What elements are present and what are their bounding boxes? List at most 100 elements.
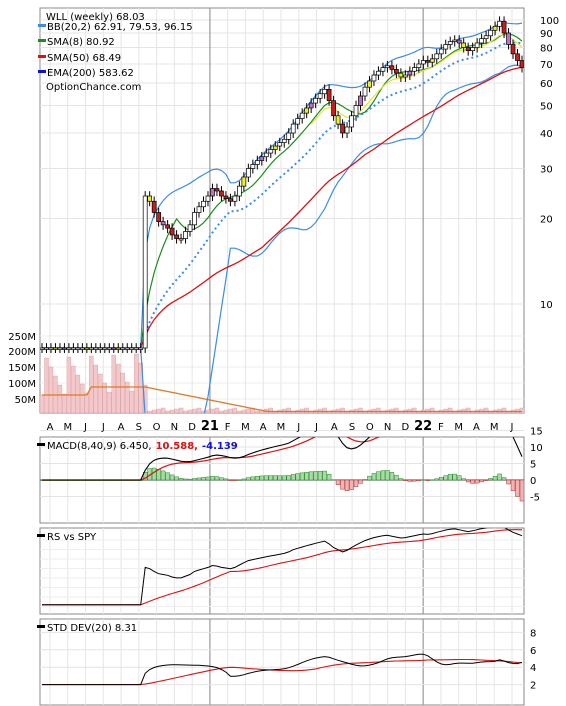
volume-bar [358, 407, 363, 414]
candle-body [228, 198, 233, 202]
candle-body [461, 42, 467, 48]
price-tick-label: 70 [540, 60, 553, 71]
candle-body [349, 115, 354, 128]
macd-histogram-bar [416, 479, 422, 481]
macd-histogram-bar [488, 478, 493, 481]
candle-body [488, 29, 493, 37]
candle-body [425, 60, 431, 63]
macd-histogram-bar [214, 476, 220, 481]
volume-bar [286, 407, 291, 414]
candle-body [71, 347, 76, 350]
macd-histogram-bar [407, 479, 413, 482]
macd-histogram-bar [151, 467, 157, 481]
macd-tick-label: 0 [530, 476, 536, 487]
stddev-legend: STD DEV(20) 8.31 [37, 623, 137, 634]
volume-bar [116, 363, 121, 414]
macd-histogram-bar [380, 470, 386, 481]
legend-swatch-sma50 [38, 55, 46, 58]
candle-body [272, 145, 278, 150]
volume-bar [246, 408, 251, 414]
macd-histogram-bar [250, 476, 256, 481]
volume-bar [223, 409, 229, 414]
rs-label: RS vs SPY [47, 532, 97, 543]
candle-body [313, 97, 318, 104]
candle-body [286, 132, 292, 140]
macd-histogram-bar [299, 472, 305, 481]
volume-bar [201, 410, 206, 414]
candle-body [142, 195, 148, 349]
macd-tick-label: 10 [530, 443, 543, 454]
candle-body [295, 118, 301, 125]
candle-body [147, 195, 153, 202]
macd-histogram-bar [205, 476, 211, 481]
candle-body [340, 123, 345, 134]
candle-body [394, 69, 399, 74]
legend-site: OptionChance.com [46, 82, 141, 93]
candle-body [151, 200, 157, 213]
x-tick-label: M [454, 422, 463, 433]
candle-body [232, 195, 238, 202]
macd-histogram-bar [178, 478, 184, 481]
volume-bar [483, 407, 489, 414]
macd-histogram-bar [210, 476, 215, 481]
macd-histogram-bar [344, 479, 350, 491]
macd-histogram-bar [259, 475, 265, 481]
macd-histogram-bar [403, 479, 408, 481]
stddev-label: STD DEV(20) 8.31 [47, 623, 137, 634]
candle-body [259, 156, 265, 161]
volume-bar [120, 372, 125, 414]
candle-body [160, 221, 166, 226]
price-tick-label: 30 [540, 164, 553, 175]
x-tick-label: S [136, 422, 142, 433]
volume-bar [66, 356, 72, 414]
candle-body [219, 190, 224, 197]
candle-body [62, 347, 67, 350]
x-tick-label: D [402, 422, 410, 433]
volume-bar [169, 409, 175, 414]
x-tick-label: J [83, 422, 87, 433]
macd-histogram-bar [277, 475, 283, 481]
candle-body [331, 100, 336, 117]
candle-body [75, 347, 81, 350]
candle-body [263, 152, 269, 158]
volume-bar [174, 408, 179, 414]
x-tick-label: A [118, 422, 125, 433]
macd-histogram-bar [304, 471, 309, 481]
candle-body [165, 224, 170, 229]
x-tick-label: N [171, 422, 178, 433]
candle-body [443, 44, 449, 50]
candle-body [124, 347, 130, 350]
volume-bar [138, 362, 143, 414]
candle-body [317, 93, 323, 99]
x-tick-label: O [153, 422, 161, 433]
macd-histogram-bar [313, 471, 318, 481]
candle-body [120, 347, 126, 350]
candle-body [367, 80, 372, 88]
x-tick-label: M [63, 422, 72, 433]
macd-histogram-bar [506, 479, 511, 485]
volume-bar [304, 407, 309, 414]
volume-bar [151, 409, 157, 414]
macd-swatch [37, 443, 45, 446]
macd-histogram-bar [434, 478, 440, 481]
candle-body [416, 63, 422, 68]
x-tick-label: F [438, 422, 444, 433]
x-tick-label: J [101, 422, 105, 433]
volume-bar [183, 410, 188, 414]
macd-tick-label: 15 [530, 427, 543, 438]
price-tick-label: 60 [540, 79, 553, 90]
candle-body [299, 112, 305, 119]
axis-ticks: 10203040506070809010050M100M150M200M250M… [8, 16, 559, 692]
volume-bar [412, 407, 417, 414]
volume-bar [228, 408, 233, 414]
stddev-swatch [37, 625, 45, 628]
macd-label-value2: 10.588, [156, 441, 198, 452]
macd-histogram-bar [317, 470, 323, 481]
macd-histogram-bar [219, 477, 224, 481]
macd-histogram-bar [465, 479, 471, 483]
candle-body [48, 347, 54, 350]
candle-body [115, 347, 121, 350]
macd-line [42, 437, 523, 481]
macd-histogram-bar [425, 479, 431, 481]
candle-body [438, 48, 444, 55]
